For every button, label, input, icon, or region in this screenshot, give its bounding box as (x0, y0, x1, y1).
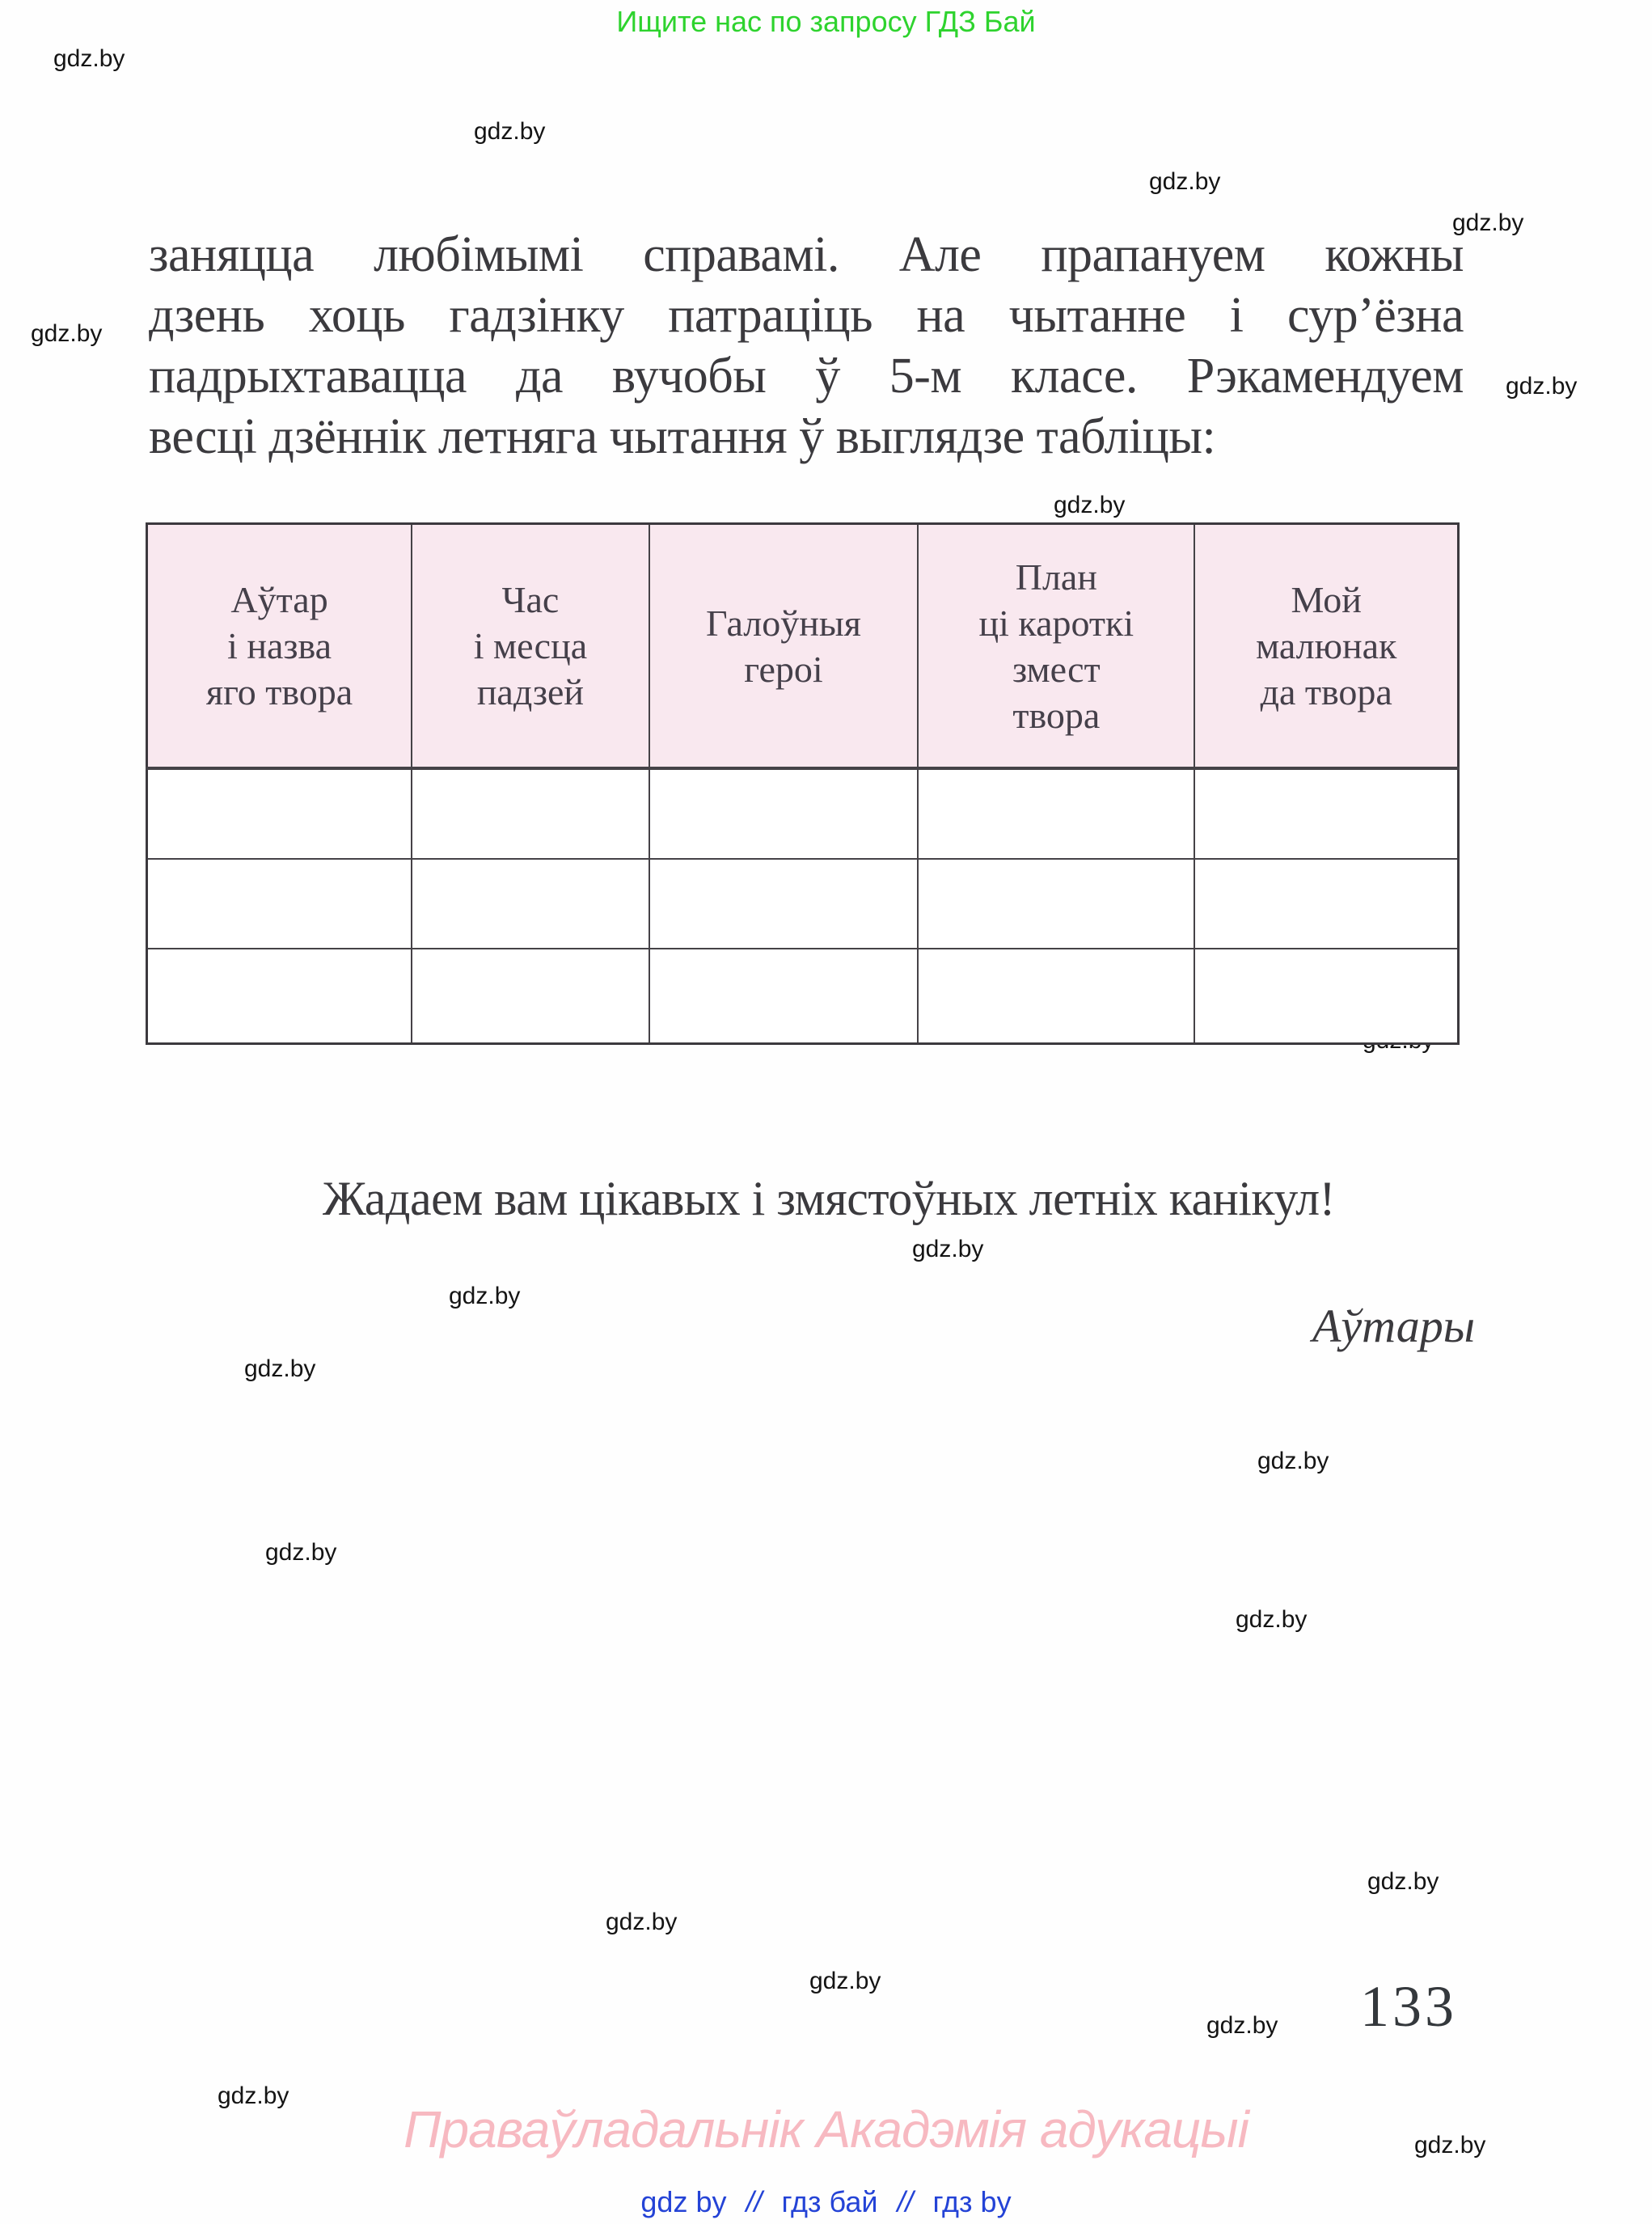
table-cell-empty (648, 767, 919, 860)
gdz-watermark: gdz.by (53, 45, 125, 72)
gdz-watermark: gdz.by (606, 1909, 678, 1935)
table-cell-empty (648, 858, 919, 949)
table-cell-empty (146, 948, 413, 1045)
footer-link-separator: // (897, 2185, 914, 2218)
gdz-watermark: gdz.by (1414, 2132, 1486, 2158)
footer-link-gdz-by-2[interactable]: гдз by (932, 2185, 1012, 2218)
gdz-watermark: gdz.by (1054, 492, 1126, 518)
header-time-place: Час і месца падзей (411, 522, 650, 770)
gdz-watermark: gdz.by (1506, 373, 1578, 400)
gdz-watermark: gdz.by (1149, 168, 1221, 195)
closing-wish: Жадаем вам цікавых і змястоўных летніх к… (323, 1172, 1335, 1225)
gdz-watermark: gdz.by (1236, 1606, 1308, 1633)
gdz-watermark: gdz.by (474, 118, 546, 145)
header-plan-summary: План ці кароткі змест твора (917, 522, 1196, 770)
intro-paragraph: заняцца любімымі справамі. Але прапануем… (149, 225, 1464, 467)
gdz-watermark: gdz.by (265, 1539, 337, 1566)
gdz-watermark: gdz.by (1257, 1448, 1329, 1474)
footer-links: gdz by // гдз бай // гдз by (0, 2185, 1652, 2219)
page-number: 133 (1360, 1974, 1457, 2039)
table-cell-empty (917, 858, 1196, 949)
table-row (146, 948, 1460, 1045)
gdz-watermark: gdz.by (1367, 1868, 1439, 1895)
table-header-row: Аўтар і назва яго твора Час і месца падз… (146, 522, 1460, 770)
table-cell-empty (917, 767, 1196, 860)
paragraph-line: падрыхтавацца да вучобы ў 5-м класе. Рэк… (149, 349, 1464, 404)
table-row (146, 858, 1460, 949)
copyright-notice: Праваўладальнік Акадэмія адукацыі (403, 2100, 1249, 2158)
authors-signature: Аўтары (1312, 1300, 1475, 1352)
table-cell-empty (1194, 767, 1460, 860)
table-cell-empty (146, 767, 413, 860)
footer-link-separator: // (746, 2185, 763, 2218)
table-row (146, 767, 1460, 860)
table-cell-empty (146, 858, 413, 949)
paragraph-line: весці дзённік летняга чытання ў выглядзе… (149, 409, 1216, 464)
table-cell-empty (1194, 858, 1460, 949)
paragraph-line: дзень хоць гадзінку патраціць на чытанне… (149, 288, 1464, 343)
gdz-watermark: gdz.by (912, 1236, 984, 1262)
header-my-drawing: Мой малюнак да твора (1194, 522, 1460, 770)
header-main-heroes: Галоўныя героі (648, 522, 919, 770)
gdz-watermark: gdz.by (1452, 209, 1524, 236)
paragraph-line: заняцца любімымі справамі. Але прапануем… (149, 227, 1464, 282)
table-cell-empty (648, 948, 919, 1045)
gdz-watermark: gdz.by (31, 320, 103, 347)
table-cell-empty (411, 767, 650, 860)
promo-banner: Ищите нас по запросу ГДЗ Бай (616, 5, 1036, 38)
table-cell-empty (1194, 948, 1460, 1045)
footer-link-gdz-by[interactable]: gdz by (640, 2185, 727, 2218)
table-cell-empty (411, 858, 650, 949)
header-author-title: Аўтар і назва яго твора (146, 522, 413, 770)
gdz-watermark: gdz.by (1206, 2012, 1278, 2039)
table-cell-empty (917, 948, 1196, 1045)
gdz-watermark: gdz.by (218, 2082, 289, 2109)
gdz-watermark: gdz.by (449, 1283, 521, 1309)
table-cell-empty (411, 948, 650, 1045)
footer-link-gdz-bai[interactable]: гдз бай (781, 2185, 878, 2218)
gdz-watermark: gdz.by (809, 1968, 881, 1994)
reading-diary-table: Аўтар і назва яго твора Час і месца падз… (146, 522, 1460, 1045)
gdz-watermark: gdz.by (244, 1355, 316, 1382)
